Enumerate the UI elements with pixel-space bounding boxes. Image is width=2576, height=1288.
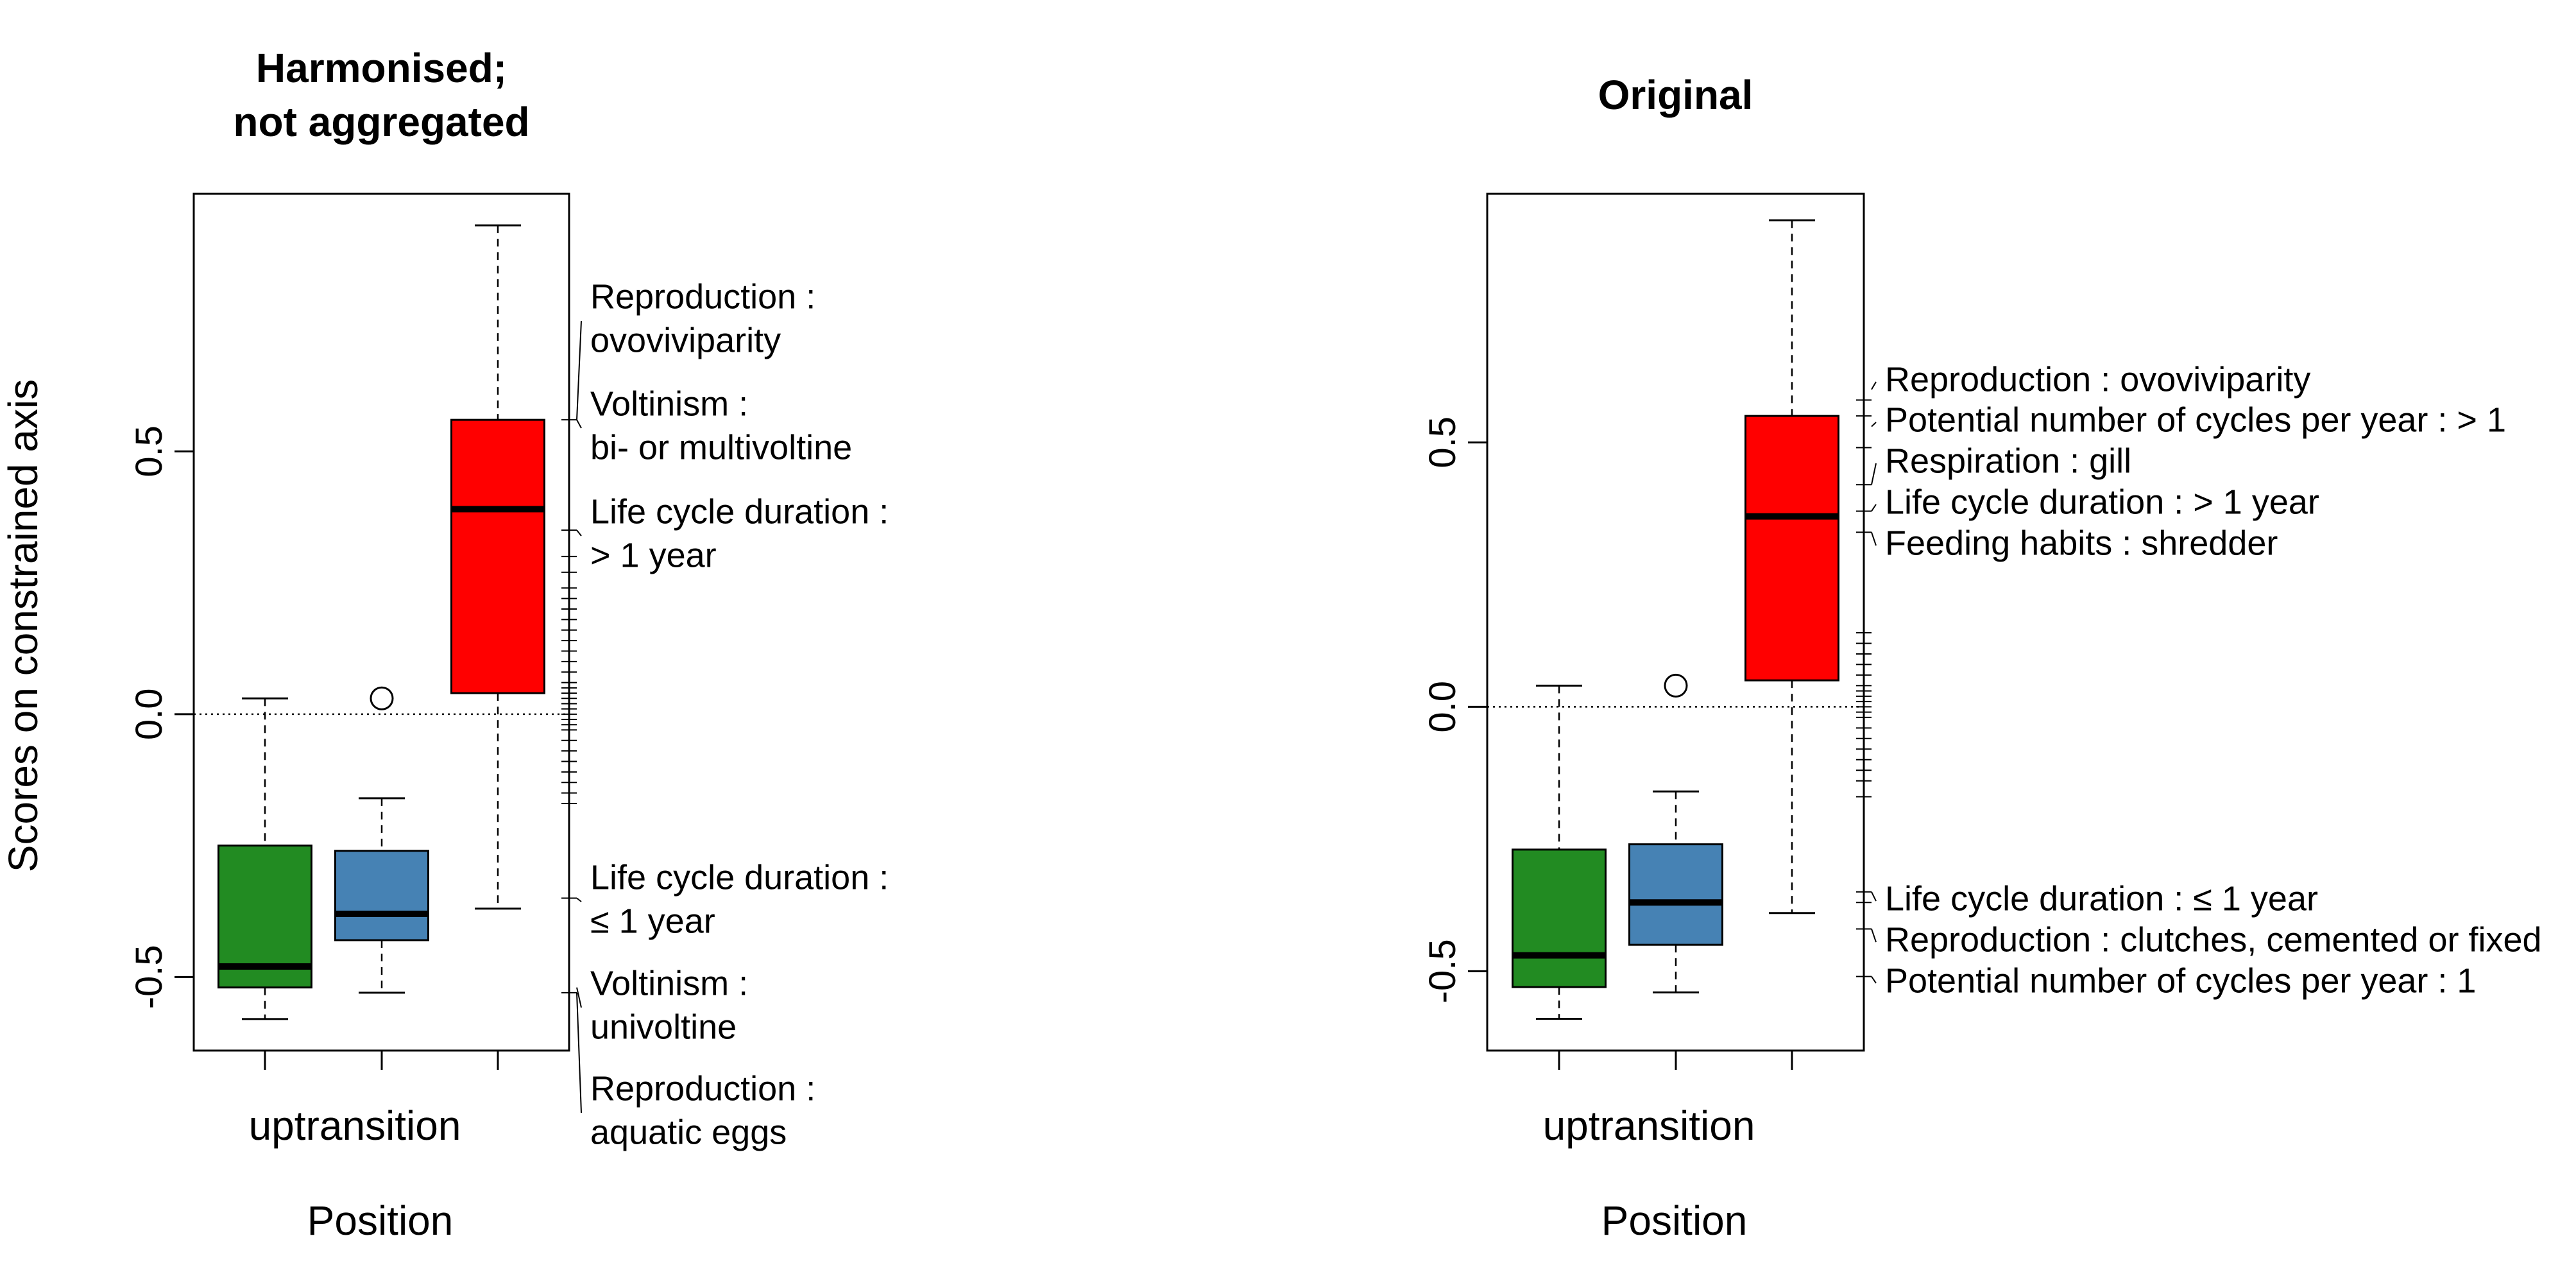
trait-label: Potential number of cycles per year : > … (1871, 400, 2506, 439)
trait-label: Feeding habits : shredder (1871, 524, 2278, 562)
trait-label: Reproduction : aquatic eggs (576, 992, 815, 1151)
box-iqr (450, 418, 545, 694)
y-tick-label: 0.0 (128, 689, 170, 741)
leader-line (1871, 463, 1877, 485)
trait-label-text: Life cycle duration : (590, 492, 889, 531)
box-iqr (1628, 843, 1723, 946)
leader-line (576, 419, 582, 429)
trait-label-text: Feeding habits : shredder (1885, 524, 2278, 562)
chart-title: not aggregated (233, 99, 529, 145)
trait-label-text: Reproduction : (590, 1069, 815, 1108)
trait-label: Life cycle duration : ≤ 1 year (1871, 879, 2318, 918)
trait-rug (1856, 399, 1872, 977)
trait-label-text: ≤ 1 year (590, 902, 715, 940)
chart-title: Harmonised; (256, 45, 507, 91)
trait-label: Life cycle duration : > 1 year (1871, 483, 2319, 521)
trait-label-text: Life cycle duration : ≤ 1 year (1885, 879, 2318, 918)
leader-line (576, 987, 582, 1008)
leader-line (1871, 976, 1877, 984)
leader-line (576, 897, 582, 902)
box-3 (1744, 219, 1839, 914)
y-axis-label: Scores on constrained axis (0, 379, 46, 872)
leader-line (576, 992, 582, 1113)
trait-label-text: Reproduction : clutches, cemented or fix… (1885, 920, 2542, 959)
trait-label: Life cycle duration : > 1 year (576, 492, 889, 574)
trait-label: Reproduction : clutches, cemented or fix… (1871, 920, 2542, 959)
chart-title: Original (1598, 72, 1753, 118)
trait-label: Reproduction : ovoviviparity (1871, 360, 2310, 399)
y-tick-label: 0.5 (1422, 416, 1463, 468)
trait-label: Reproduction : ovoviviparity (576, 277, 815, 420)
box-2 (334, 686, 429, 994)
trait-label-text: Potential number of cycles per year : > … (1885, 400, 2506, 439)
leader-line (576, 529, 582, 537)
leader-line (1871, 381, 1877, 390)
leader-line (1871, 422, 1877, 427)
box-iqr (1744, 415, 1839, 682)
trait-label: Voltinism : univoltine (576, 964, 748, 1046)
x-axis-label: Position (1601, 1198, 1748, 1244)
trait-label-text: bi- or multivoltine (590, 428, 852, 467)
y-tick-label: 0.5 (128, 425, 170, 477)
trait-rug (561, 419, 577, 993)
trait-label-text: Potential number of cycles per year : 1 (1885, 961, 2476, 1000)
box-3 (450, 224, 545, 910)
trait-label: Potential number of cycles per year : 1 (1871, 961, 2476, 1000)
trait-label-text: > 1 year (590, 536, 717, 574)
trait-label: Respiration : gill (1871, 442, 2131, 485)
leader-line (1871, 929, 1877, 943)
box-iqr (334, 850, 429, 941)
trait-label-text: Respiration : gill (1885, 442, 2131, 480)
trait-label-text: Voltinism : (590, 964, 748, 1002)
x-tick-label: uptransition (1543, 1103, 1755, 1149)
box-1 (218, 697, 312, 1020)
trait-label-text: aquatic eggs (590, 1113, 787, 1151)
box-1 (1512, 684, 1607, 1020)
trait-label-text: Voltinism : (590, 384, 748, 423)
leader-line (1871, 532, 1877, 546)
leader-line (1871, 504, 1877, 512)
y-tick-label: -0.5 (1422, 939, 1463, 1003)
x-axis-label: Position (307, 1198, 454, 1244)
y-tick-label: -0.5 (128, 945, 170, 1009)
panel-harmonised: Harmonised; not aggregated -0.5 0.0 0.5 uptra… (128, 45, 889, 1244)
trait-label-text: ovoviviparity (590, 321, 781, 359)
outlier-point (370, 686, 394, 710)
box-iqr (1512, 848, 1607, 988)
trait-label: Life cycle duration : ≤ 1 year (576, 858, 889, 940)
leader-line (1871, 891, 1877, 902)
trait-label: Voltinism : bi- or multivoltine (576, 384, 852, 467)
leader-line (576, 320, 582, 420)
box-2 (1628, 673, 1723, 993)
panel-original: Original -0.5 0.0 0.5 uptransition Position Re… (1422, 72, 2542, 1244)
trait-label-text: univoltine (590, 1008, 737, 1046)
trait-label-text: Reproduction : (590, 277, 815, 316)
trait-label-text: Life cycle duration : (590, 858, 889, 897)
x-tick-label: uptransition (249, 1103, 461, 1149)
outlier-point (1664, 673, 1688, 698)
trait-label-text: Reproduction : ovoviviparity (1885, 360, 2310, 399)
trait-label-text: Life cycle duration : > 1 year (1885, 483, 2319, 521)
y-tick-label: 0.0 (1422, 681, 1463, 733)
